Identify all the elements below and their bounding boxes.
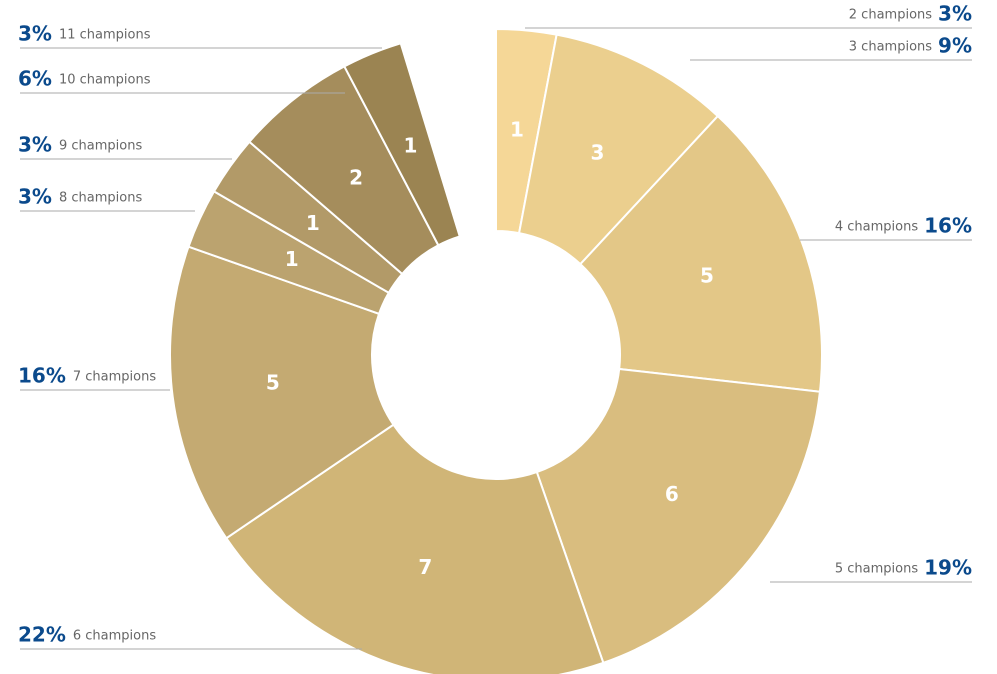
category-label: 5 champions [835, 562, 918, 577]
slice-label: 3 [590, 141, 604, 165]
category-label: 6 champions [73, 629, 156, 644]
percent-label: 9% [938, 34, 972, 58]
category-label: 8 champions [59, 191, 142, 206]
category-label: 3 champions [849, 40, 932, 55]
slice-label: 6 [665, 482, 679, 506]
slice [169, 245, 395, 540]
slice [517, 33, 720, 266]
percent-label: 19% [924, 556, 972, 580]
percent-label: 3% [18, 133, 52, 157]
slice [535, 367, 822, 665]
slice-label: 1 [510, 117, 524, 141]
slice [578, 114, 823, 393]
slice-label: 1 [285, 247, 299, 271]
category-label: 7 champions [73, 370, 156, 385]
percent-label: 3% [18, 185, 52, 209]
percent-label: 16% [18, 364, 66, 388]
slice [343, 41, 461, 247]
slice-label: 1 [403, 133, 417, 157]
percent-label: 6% [18, 67, 52, 91]
percent-label: 3% [18, 22, 52, 46]
slice-label: 5 [700, 263, 714, 287]
percent-label: 3% [938, 2, 972, 26]
slice-label: 1 [306, 211, 320, 235]
category-label: 2 champions [849, 8, 932, 23]
slice [224, 423, 605, 674]
category-label: 11 champions [59, 28, 151, 43]
percent-label: 22% [18, 623, 66, 647]
percent-label: 16% [924, 214, 972, 238]
slice-label: 2 [349, 165, 363, 189]
category-label: 10 champions [59, 73, 151, 88]
slice-label: 5 [266, 370, 280, 394]
slice-label: 7 [418, 555, 432, 579]
category-label: 9 champions [59, 139, 142, 154]
category-label: 4 champions [835, 220, 918, 235]
